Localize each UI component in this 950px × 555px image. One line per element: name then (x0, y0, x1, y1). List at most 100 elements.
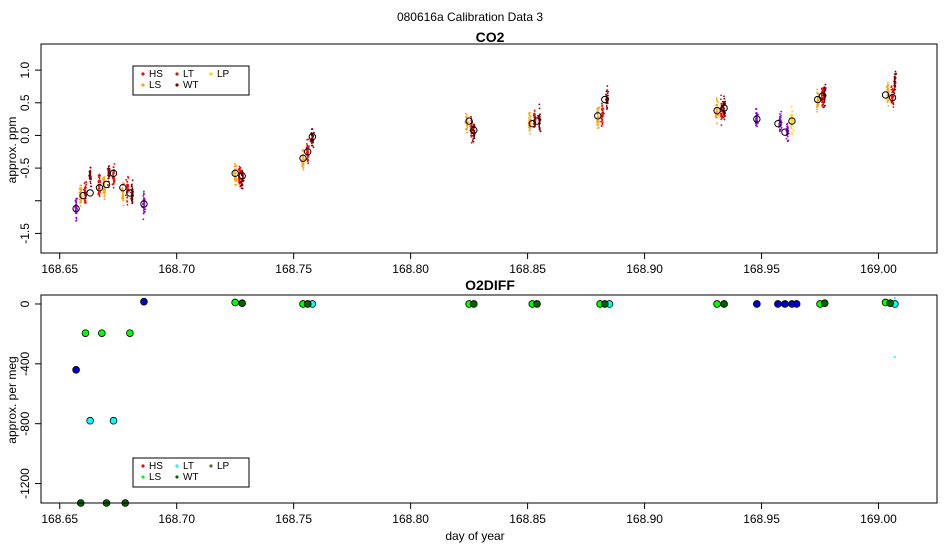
co2-sample-point-ls (78, 198, 81, 201)
o2diff-x-axis-label: day of year (445, 529, 504, 543)
co2-sample-point-hs (306, 143, 308, 145)
co2-sample-point-ls (80, 195, 83, 198)
co2-sample-point-hs (238, 178, 241, 181)
co2-sample-point-hs (890, 101, 893, 104)
co2-sample-point-wt (89, 166, 92, 169)
co2-sample-point-ls (716, 116, 719, 119)
co2-sample-point-ls (715, 108, 718, 111)
co2-sample-point-ls (816, 110, 818, 113)
co2-group-mean-marker (601, 95, 609, 104)
co2-group-mean-marker (533, 117, 541, 125)
o2diff-group-mean-marker-hs (72, 366, 80, 374)
o2diff-legend-swatch-wt (175, 475, 179, 479)
o2diff-outlier-point (893, 356, 896, 359)
o2diff-x-tick-label: 168.85 (509, 512, 546, 526)
co2-sample-point-ls (529, 128, 531, 131)
co2-sample-point-ls (104, 193, 106, 196)
co2-sample-point-lt (143, 202, 145, 205)
co2-sample-point-hs (532, 123, 535, 125)
co2-sample-point-ls (715, 97, 718, 100)
co2-sample-point-wt (89, 173, 91, 175)
co2-sample-point-ls (302, 164, 305, 167)
o2diff-group-mean-marker-hs (774, 300, 782, 308)
co2-group-mean-marker (72, 204, 80, 213)
o2diff-group-mean-marker-wt (720, 300, 728, 308)
co2-sample-point-hs (600, 102, 603, 105)
co2-sample-point-wt (89, 175, 92, 178)
co2-sample-point-hs (126, 183, 129, 186)
co2-sample-point-wt (240, 185, 243, 187)
co2-sample-point-lt (76, 208, 79, 211)
co2-sample-point-hs (238, 169, 241, 172)
co2-sample-point-wt (824, 87, 827, 89)
co2-sample-point-wt (538, 128, 541, 131)
co2-sample-point-ls (103, 190, 105, 193)
co2-y-tick-label: -0.5 (18, 157, 32, 178)
co2-sample-point-ls (234, 183, 237, 186)
co2-sample-point-lt (142, 218, 145, 221)
co2-sample-point-lt (785, 137, 788, 140)
co2-group-mean-marker (594, 112, 602, 120)
co2-sample-point-ls (122, 182, 124, 184)
co2-sample-point-lt (143, 208, 146, 211)
co2-sample-point-ls (886, 81, 889, 84)
co2-group-mean-marker (140, 200, 148, 208)
co2-sample-point-lp (791, 133, 793, 136)
co2-sample-point-wt (107, 184, 109, 186)
co2-group-mean-marker (781, 128, 789, 136)
co2-sample-point-wt (473, 133, 476, 136)
co2-sample-point-lt (755, 123, 758, 126)
co2-sample-point-wt (538, 116, 541, 119)
o2diff-group-mean-marker-wt (303, 300, 312, 308)
co2-sample-point-hs (98, 176, 100, 179)
figure-supertitle: 080616a Calibration Data 3 (397, 10, 543, 24)
co2-group-mean-marker (109, 169, 118, 178)
co2-sample-point-wt (894, 77, 897, 80)
co2-sample-point-lt (143, 193, 145, 196)
co2-sample-point-hs (307, 138, 310, 141)
co2-sample-point-ls (122, 197, 125, 200)
o2diff-legend-swatch-lt (175, 464, 179, 468)
co2-sample-point-hs (821, 101, 823, 104)
co2-sample-point-hs (126, 203, 129, 206)
co2-sample-point-wt (472, 128, 475, 131)
co2-sample-point-wt (311, 136, 314, 139)
co2-sample-point-wt (723, 118, 726, 121)
co2-sample-point-hs (99, 179, 101, 182)
co2-sample-point-lt (756, 125, 759, 128)
co2-sample-point-ls (121, 197, 123, 200)
co2-sample-point-ls (80, 189, 82, 191)
co2-plot-frame (40, 43, 938, 254)
co2-sample-point-lp (790, 115, 793, 118)
co2-sample-point-wt (537, 114, 539, 117)
co2-sample-point-hs (84, 189, 87, 192)
co2-sample-point-ls (121, 186, 124, 189)
co2-sample-point-ls (302, 157, 305, 160)
co2-sample-point-lt (780, 110, 783, 113)
co2-sample-point-ls (233, 162, 236, 165)
co2-sample-point-wt (724, 102, 727, 105)
co2-sample-point-hs (99, 181, 102, 184)
co2-y-axis-label: approx. ppm (5, 117, 19, 184)
co2-sample-point-lt (780, 126, 783, 129)
co2-group-mean-marker (79, 191, 87, 200)
o2diff-group-mean-marker-ls (81, 329, 90, 337)
co2-sample-point-lt (755, 119, 758, 121)
co2-sample-point-ls (529, 124, 532, 126)
co2-sample-point-lt (143, 197, 146, 200)
co2-sample-point-ls (816, 88, 818, 91)
co2-sample-point-wt (893, 92, 896, 95)
co2-group-mean-marker (470, 126, 478, 134)
co2-legend-label-hs: HS (149, 69, 163, 80)
co2-sample-point-ls (234, 165, 237, 167)
co2-sample-point-ls (122, 199, 125, 202)
co2-sample-point-wt (723, 95, 725, 98)
co2-sample-point-hs (238, 182, 241, 185)
co2-sample-point-lp (791, 118, 793, 121)
co2-sample-point-ls (597, 108, 600, 110)
co2-sample-point-ls (103, 195, 106, 198)
co2-sample-point-ls (78, 187, 81, 190)
co2-sample-point-lt (75, 197, 78, 200)
